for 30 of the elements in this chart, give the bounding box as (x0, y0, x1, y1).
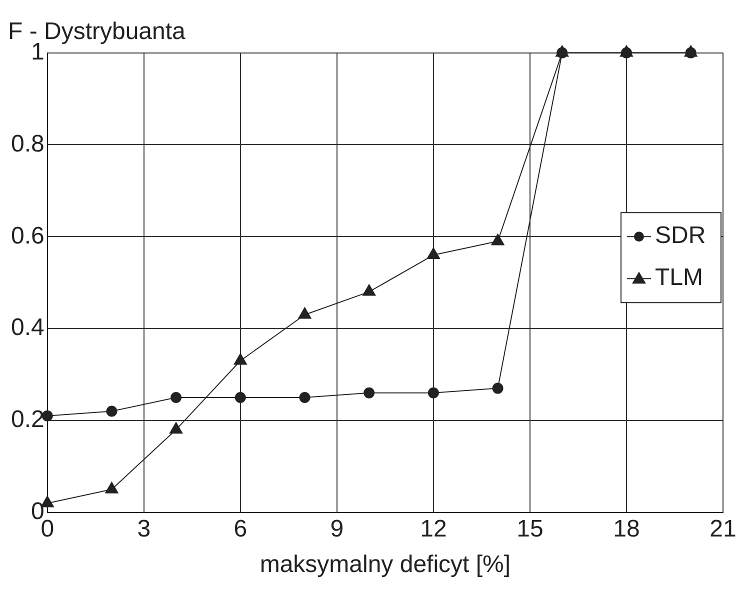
x-tick-label: 12 (420, 515, 447, 542)
y-tick-label: 0.4 (10, 314, 44, 342)
x-tick-label: 15 (516, 515, 544, 542)
point (299, 392, 310, 403)
point (105, 482, 118, 494)
point (169, 422, 183, 434)
x-tick-label: 18 (613, 515, 640, 542)
point (556, 47, 568, 58)
y-tick-label: 0.6 (10, 222, 44, 250)
x-tick-label: 3 (137, 515, 151, 542)
point (106, 406, 118, 417)
point (491, 234, 504, 246)
point (492, 382, 504, 394)
y-tick-label: 0.8 (10, 130, 44, 158)
y-tick-label: 0.2 (10, 406, 44, 434)
point (362, 284, 376, 296)
point (364, 387, 375, 398)
point (234, 392, 246, 403)
x-tick-label: 9 (330, 515, 344, 542)
legend-label: SDR (655, 222, 706, 250)
legend-label: TLM (655, 264, 703, 292)
point (428, 387, 439, 398)
point (170, 392, 182, 403)
x-tick-label: 6 (234, 515, 248, 542)
x-axis-title: maksymalny deficyt [%] (260, 551, 511, 578)
x-tick-label: 21 (710, 515, 736, 542)
point (234, 353, 247, 365)
point (426, 248, 440, 260)
point (298, 307, 312, 319)
y-tick-label: 1 (31, 38, 44, 66)
